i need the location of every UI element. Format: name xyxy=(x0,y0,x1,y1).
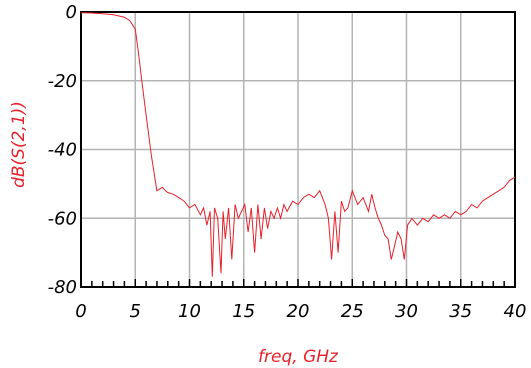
y-tick-label: -40 xyxy=(48,140,77,161)
x-tick-label: 15 xyxy=(232,301,255,322)
y-tick-label: -80 xyxy=(48,277,77,298)
x-tick-label: 5 xyxy=(130,301,141,322)
x-tick-label: 30 xyxy=(395,301,418,322)
x-tick-labels: 0 5 10 15 20 25 30 35 40 xyxy=(75,301,526,322)
x-tick-label: 40 xyxy=(504,301,527,322)
minor-ticks xyxy=(80,279,516,287)
x-tick-label: 20 xyxy=(287,301,310,322)
x-tick-label: 10 xyxy=(178,301,201,322)
y-axis-title: dB(S(2,1)) xyxy=(9,101,29,188)
x-tick-label: 25 xyxy=(341,301,364,322)
x-tick-label: 35 xyxy=(449,301,472,322)
y-tick-label: 0 xyxy=(66,2,77,23)
y-tick-label: -60 xyxy=(48,208,77,229)
y-tick-label: -20 xyxy=(48,71,77,92)
x-tick-label: 0 xyxy=(75,301,86,322)
x-axis-title: freq, GHz xyxy=(258,347,339,367)
grid-lines xyxy=(81,12,515,287)
s21-series-line xyxy=(80,12,516,277)
y-tick-labels: 0 -20 -40 -60 -80 xyxy=(48,2,77,298)
